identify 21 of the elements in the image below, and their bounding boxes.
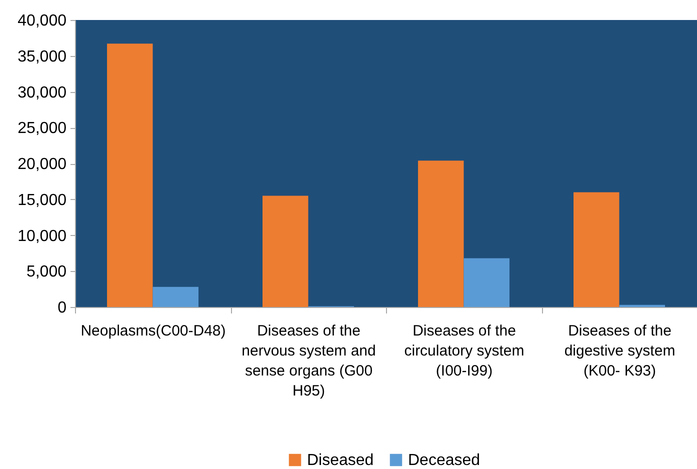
bar: [262, 196, 308, 307]
y-tick-label: 0: [58, 300, 67, 316]
x-tick-label: Neoplasms(C00-D48): [80, 322, 226, 340]
y-tick-label: 20,000: [18, 156, 67, 173]
bar: [107, 44, 153, 307]
legend-label: Deceased: [408, 452, 480, 469]
x-tick-label: Diseases of the nervous system and sense organs (G00 H95): [242, 322, 376, 400]
legend-label: Diseased: [307, 452, 374, 469]
bar: [574, 192, 620, 307]
y-tick-label: 30,000: [18, 84, 67, 102]
y-tick-label: 15,000: [18, 192, 67, 209]
x-tick-label: Diseases of the circulatory system (I00-I99): [404, 322, 524, 380]
bar: [464, 258, 510, 307]
y-tick-label: 25,000: [18, 120, 67, 138]
y-tick-label: 35,000: [18, 48, 67, 66]
x-tick-label: Diseases of the digestive system (K00- K93): [564, 322, 676, 380]
bar: [152, 286, 198, 307]
y-tick-label: 10,000: [18, 228, 67, 245]
y-tick-label: 40,000: [18, 12, 67, 30]
bar: [418, 160, 464, 307]
y-tick-label: 5,000: [26, 264, 67, 281]
